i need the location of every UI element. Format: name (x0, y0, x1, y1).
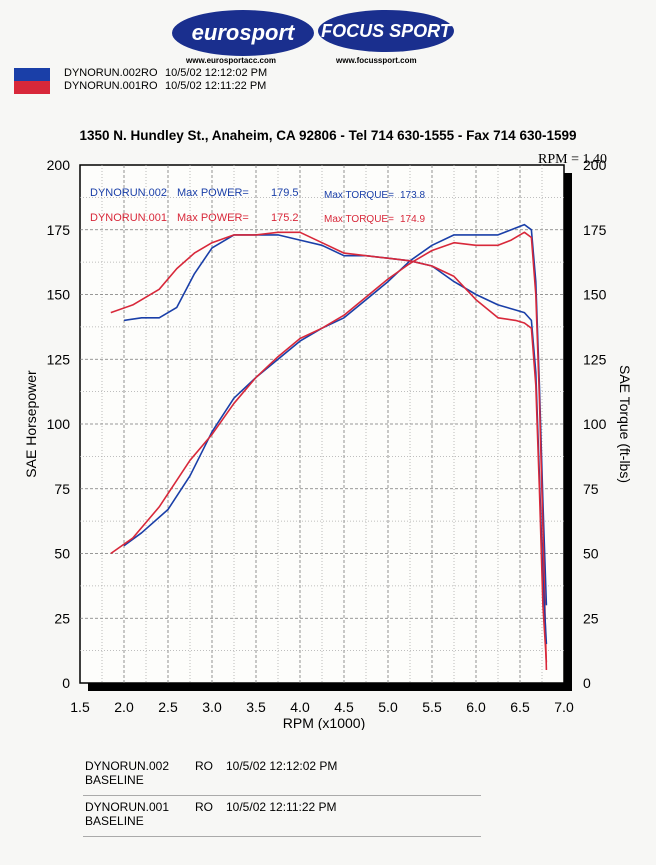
x-tick-label: 7.0 (554, 699, 574, 715)
y-axis-label: SAE Horsepower (23, 370, 39, 478)
y2-tick-label: 125 (583, 351, 607, 367)
run-002-swatch-2 (32, 68, 50, 81)
run-001-name: DYNORUN.001RO (64, 80, 158, 92)
annotation-001-run: DYNORUN.001 (90, 212, 167, 224)
footer-ro-001: RO (195, 800, 213, 814)
y-tick-label: 175 (47, 222, 71, 238)
run-002-name: DYNORUN.002RO (64, 67, 158, 79)
footer-divider-2 (83, 836, 481, 837)
run-001-power-line (110, 231, 548, 671)
y2-tick-label: 100 (583, 416, 607, 432)
y2-tick-label: 75 (583, 481, 599, 497)
y-tick-label: 75 (54, 481, 70, 497)
x-tick-label: 3.5 (246, 699, 266, 715)
x-tick-label: 2.0 (114, 699, 134, 715)
annotation-002-torque-label: Max TORQUE= (324, 190, 394, 201)
y2-tick-label: 50 (583, 546, 599, 562)
run-002-datetime: 10/5/02 12:12:02 PM (165, 67, 268, 79)
eurosport-logo-text: eurosport (191, 20, 295, 45)
footer-divider-1 (83, 795, 481, 796)
footer-datetime-001: 10/5/02 12:11:22 PM (226, 800, 337, 814)
footer-label-001: BASELINE (85, 814, 144, 828)
annotation-002-power: 179.5 (271, 187, 299, 199)
eurosport-logo: eurosport (172, 10, 314, 56)
x-tick-label: 5.5 (422, 699, 442, 715)
y-tick-label: 100 (47, 416, 71, 432)
x-tick-label: 6.5 (510, 699, 530, 715)
x-tick-label: 4.5 (334, 699, 354, 715)
x-tick-label: 6.0 (466, 699, 486, 715)
annotation-001-torque: 174.9 (400, 214, 425, 225)
shop-address: 1350 N. Hundley St., Anaheim, CA 92806 -… (79, 128, 577, 143)
y-tick-label: 25 (54, 610, 70, 626)
rpm-factor: RPM = 1.40 (538, 152, 607, 167)
annotation-001-power-label: Max POWER= (177, 212, 249, 224)
run-002-power-line (123, 223, 548, 606)
y-tick-label: 150 (47, 287, 71, 303)
footer-label-002: BASELINE (85, 773, 144, 787)
focussport-logo: FOCUS SPORT (318, 10, 454, 52)
y2-tick-label: 25 (583, 610, 599, 626)
annotation-002-power-label: Max POWER= (177, 187, 249, 199)
run-001-torque-line (110, 231, 548, 663)
run-001-swatch-2 (32, 81, 50, 94)
y2-tick-label: 200 (583, 157, 607, 173)
run-002-swatch (14, 68, 32, 81)
y2-tick-label: 175 (583, 222, 607, 238)
x-tick-label: 2.5 (158, 699, 178, 715)
series-lines (110, 223, 548, 671)
footer-run-001: DYNORUN.001 (85, 800, 170, 814)
run-001-swatch (14, 81, 32, 94)
axis-ticks: 1.5 2.0 2.5 3.0 3.5 4.0 4.5 5.0 5.5 6.0 6.5 7.0 0 25 5… (47, 157, 607, 715)
y-tick-label: 50 (54, 546, 70, 562)
focussport-logo-text: FOCUS SPORT (321, 20, 451, 41)
y-tick-label: 125 (47, 351, 71, 367)
dyno-chart: 1.5 2.0 2.5 3.0 3.5 4.0 4.5 5.0 5.5 6.0 6.5 7.0 0 25 5… (23, 157, 633, 730)
footer-run-002: DYNORUN.002 (85, 759, 170, 773)
annotation-002-run: DYNORUN.002 (90, 187, 167, 199)
footer-ro-002: RO (195, 759, 213, 773)
focussport-url: www.focussport.com (336, 56, 417, 65)
x-tick-label: 4.0 (290, 699, 310, 715)
x-tick-label: 5.0 (378, 699, 398, 715)
run-001-datetime: 10/5/02 12:11:22 PM (165, 80, 267, 92)
annotation-001-power: 175.2 (271, 212, 299, 224)
footer-datetime-002: 10/5/02 12:12:02 PM (226, 759, 338, 773)
annotation-002-torque: 173.8 (400, 190, 425, 201)
annotation-001-torque-label: Max TORQUE= (324, 214, 394, 225)
x-tick-label: 1.5 (70, 699, 90, 715)
y2-axis-label: SAE Torque (ft-lbs) (617, 365, 633, 483)
x-tick-label: 3.0 (202, 699, 222, 715)
eurosport-url: www.eurosportacc.com (186, 56, 276, 65)
y-tick-label: 200 (47, 157, 71, 173)
y2-tick-label: 150 (583, 287, 607, 303)
y2-tick-label: 0 (583, 675, 591, 691)
x-axis-label: RPM (x1000) (283, 715, 365, 730)
grid-lines (80, 165, 564, 683)
y-tick-label: 0 (62, 675, 70, 691)
